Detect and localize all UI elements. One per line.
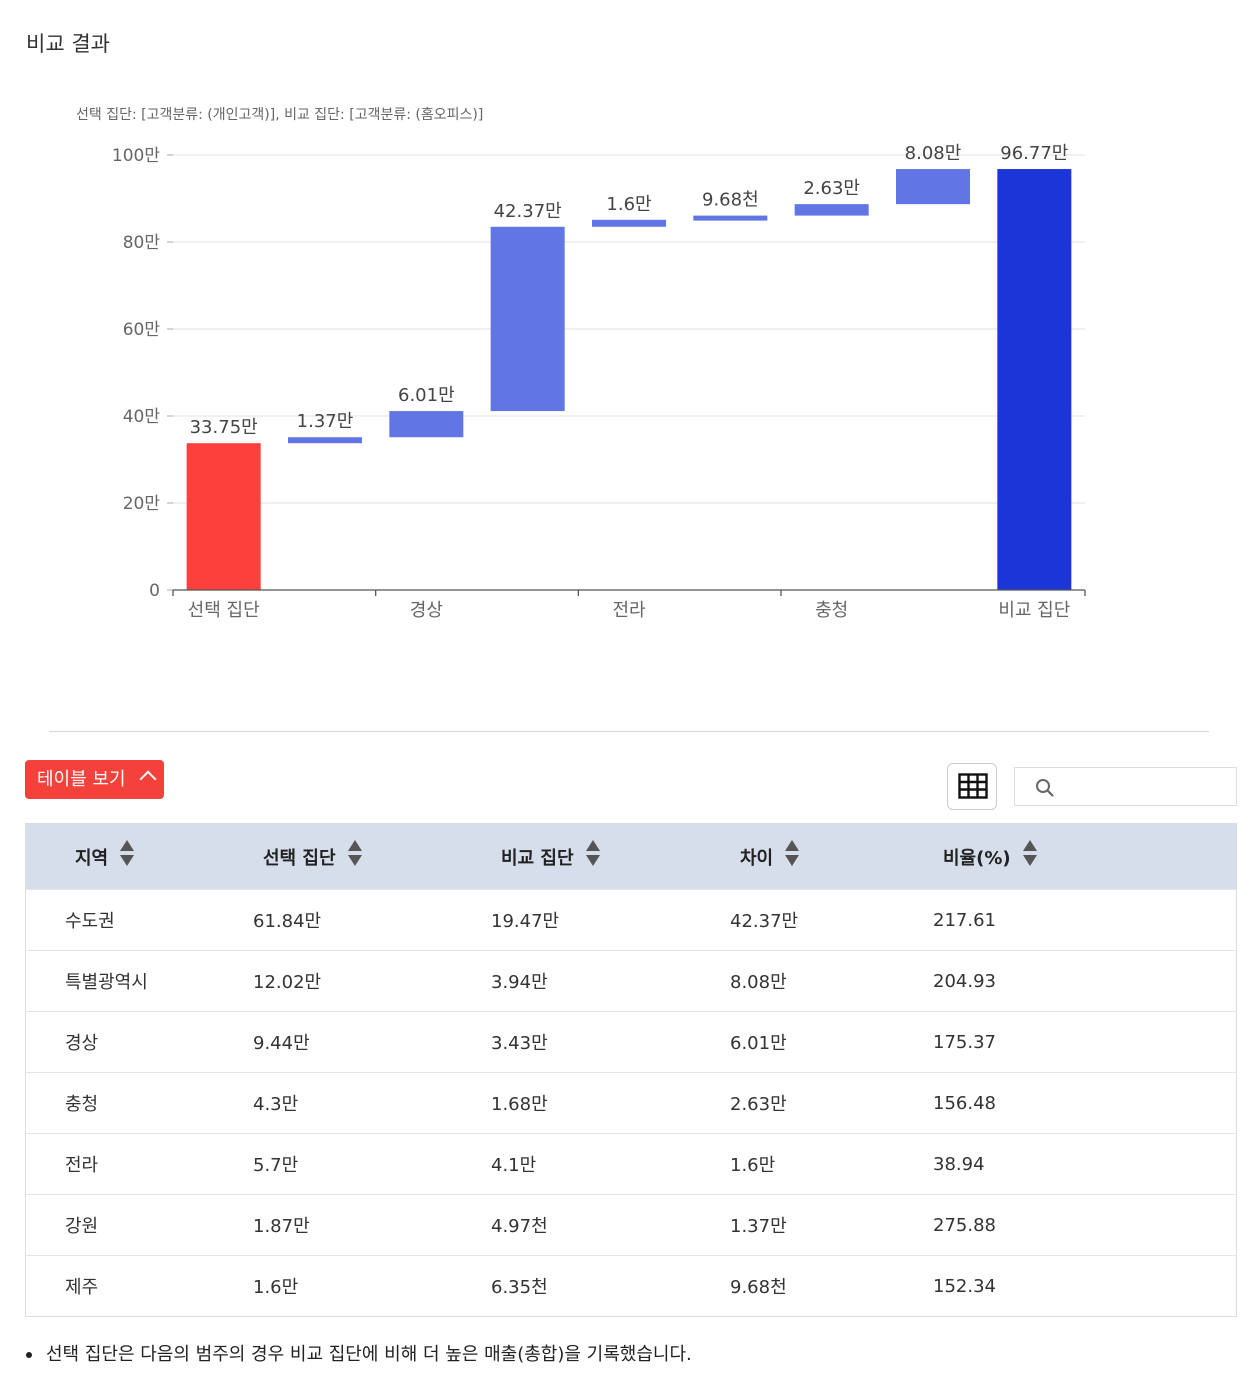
table-cell: 42.37만 [730,889,933,951]
table-cell: 9.68천 [730,1255,933,1317]
table-cell: 제주 [25,1255,253,1317]
table-cell: 1.6만 [253,1255,491,1317]
table-cell: 6.35천 [491,1255,730,1317]
table-grid-icon [958,773,988,799]
x-tick-label: 전라 [612,600,646,621]
table-cell: 3.94만 [491,950,730,1012]
data-label: 9.68천 [702,190,759,211]
table-row: 경상 9.44만 3.43만 6.01만 175.37 [25,1011,1237,1073]
table-toggle-label: 테이블 보기 [37,769,126,790]
sort-icon[interactable] [120,839,135,868]
y-tick-label: 20만 [123,494,161,514]
table-cell: 4.3만 [253,1072,491,1134]
x-tick-label: 선택 집단 [188,600,260,621]
sort-icon[interactable] [585,839,600,868]
table-cell: 강원 [25,1194,253,1256]
table-toggle-button[interactable]: 테이블 보기 [25,760,164,799]
summary-note: 선택 집단은 다음의 범주의 경우 비교 집단에 비해 더 높은 매출(총합)을… [26,1340,692,1366]
data-table: 지역 선택 집단 비교 집단 차이 비율(%) 수도권 61.84만 19.47만 4… [25,823,1237,1317]
data-label: 42.37만 [494,201,562,222]
y-tick-label: 100만 [112,146,160,166]
table-cell: 1.37만 [730,1194,933,1256]
table-cell: 19.47만 [491,889,730,951]
waterfall-bar [896,169,970,205]
table-cell: 156.48 [933,1072,1237,1134]
section-divider [49,731,1209,732]
page-title: 비교 결과 [26,32,110,56]
table-row: 강원 1.87만 4.97천 1.37만 275.88 [25,1194,1237,1256]
table-cell: 수도권 [25,889,253,951]
waterfall-bar [389,411,464,438]
waterfall-chart: 선택 집단: [고객분류: (개인고객)], 비교 집단: [고객분류: (홈오… [76,107,1086,621]
y-tick-label: 0 [149,581,160,601]
table-cell: 12.02만 [253,950,491,1012]
table-row: 수도권 61.84만 19.47만 42.37만 217.61 [25,889,1237,951]
data-label: 1.37만 [297,411,354,432]
table-cell: 152.34 [933,1255,1237,1317]
chevron-up-icon [139,770,157,788]
y-tick-label: 60만 [123,320,161,340]
search-box[interactable] [1014,767,1237,806]
table-row: 전라 5.7만 4.1만 1.6만 38.94 [25,1133,1237,1195]
x-tick-label: 경상 [410,600,443,621]
table-cell: 275.88 [933,1194,1237,1256]
table-cell: 217.61 [933,889,1237,951]
waterfall-bar [794,204,869,216]
data-label: 33.75만 [190,417,258,438]
data-label: 2.63만 [803,178,860,199]
search-input[interactable] [1063,774,1232,802]
table-header-row: 지역 선택 집단 비교 집단 차이 비율(%) [25,823,1237,890]
x-tick-label: 비교 집단 [998,600,1070,621]
table-cell: 경상 [25,1011,253,1073]
waterfall-bar [592,219,666,227]
waterfall-bar [288,437,362,444]
table-cell: 충청 [25,1072,253,1134]
waterfall-bar [186,443,261,590]
chart-subtitle: 선택 집단: [고객분류: (개인고객)], 비교 집단: [고객분류: (홈오… [76,107,483,123]
summary-note-text: 선택 집단은 다음의 범주의 경우 비교 집단에 비해 더 높은 매출(총합)을… [46,1344,692,1365]
table-row: 특별광역시 12.02만 3.94만 8.08만 204.93 [25,950,1237,1012]
waterfall-bar [997,169,1072,590]
column-header-compare[interactable]: 비교 집단 [491,823,730,890]
data-label: 1.6만 [606,194,651,215]
sort-icon[interactable] [1022,839,1037,868]
table-cell: 61.84만 [253,889,491,951]
table-cell: 175.37 [933,1011,1237,1073]
table-cell: 3.43만 [491,1011,730,1073]
column-header-selected[interactable]: 선택 집단 [253,823,491,890]
waterfall-bar [490,226,565,412]
table-cell: 전라 [25,1133,253,1195]
table-cell: 2.63만 [730,1072,933,1134]
table-cell: 9.44만 [253,1011,491,1073]
table-cell: 1.87만 [253,1194,491,1256]
table-row: 제주 1.6만 6.35천 9.68천 152.34 [25,1255,1237,1317]
sort-icon[interactable] [347,839,362,868]
table-cell: 1.6만 [730,1133,933,1195]
table-cell: 8.08만 [730,950,933,1012]
table-cell: 6.01만 [730,1011,933,1073]
search-icon [1036,779,1054,797]
sort-icon[interactable] [785,839,800,868]
table-cell: 38.94 [933,1133,1237,1195]
table-view-button[interactable] [947,763,997,810]
table-cell: 204.93 [933,950,1237,1012]
y-tick-label: 80만 [123,233,161,253]
y-tick-label: 40만 [123,407,161,427]
column-header-ratio[interactable]: 비율(%) [933,823,1237,890]
waterfall-bar [693,215,768,221]
column-header-diff[interactable]: 차이 [730,823,933,890]
table-cell: 특별광역시 [25,950,253,1012]
data-label: 8.08만 [905,143,962,164]
data-label: 6.01만 [398,385,455,406]
table-cell: 1.68만 [491,1072,730,1134]
bullet-icon [26,1352,32,1358]
column-header-region[interactable]: 지역 [25,823,253,890]
data-label: 96.77만 [1000,143,1068,164]
table-cell: 5.7만 [253,1133,491,1195]
table-row: 충청 4.3만 1.68만 2.63만 156.48 [25,1072,1237,1134]
table-cell: 4.1만 [491,1133,730,1195]
x-tick-label: 충청 [815,600,848,621]
table-cell: 4.97천 [491,1194,730,1256]
